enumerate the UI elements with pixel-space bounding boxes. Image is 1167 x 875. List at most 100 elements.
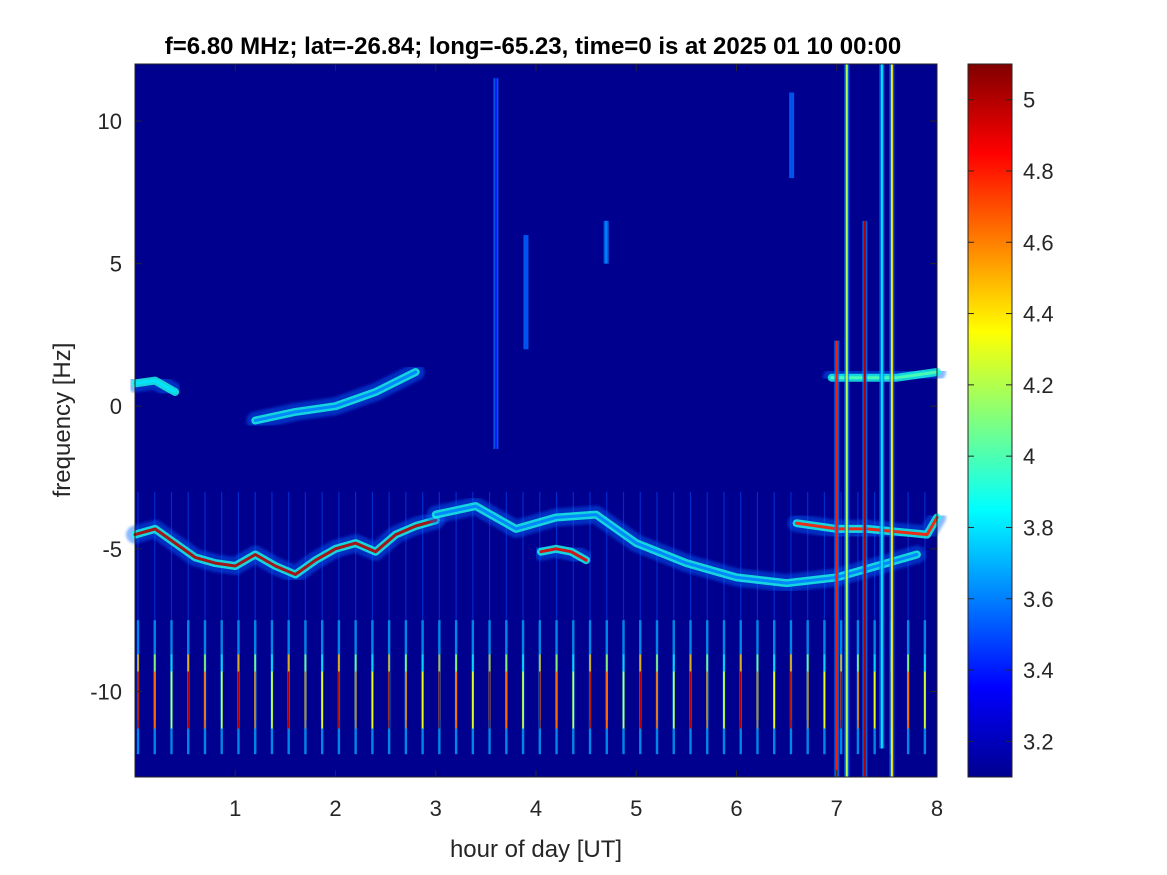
stripe-faint bbox=[874, 491, 876, 621]
stripe-peak bbox=[388, 671, 390, 729]
stripe-peak bbox=[254, 671, 256, 729]
stripe-peak bbox=[304, 671, 307, 729]
stripe-faint bbox=[622, 491, 625, 621]
colorbar-tick-label: 3.4 bbox=[1023, 658, 1054, 683]
stripe-faint bbox=[756, 491, 759, 621]
stripe-faint bbox=[807, 491, 809, 621]
stripe-faint bbox=[405, 491, 407, 621]
stripe-peak bbox=[924, 671, 926, 729]
x-axis-label: hour of day [UT] bbox=[450, 836, 622, 863]
stripe-peak bbox=[187, 671, 190, 729]
vertical-spikes bbox=[493, 64, 895, 778]
x-axis: 1 2 3 4 5 6 7 8 bbox=[229, 64, 943, 821]
stripe-peak bbox=[656, 671, 658, 729]
stripe-peak bbox=[572, 671, 575, 729]
x-tick-label: 7 bbox=[831, 796, 843, 821]
stripe-faint bbox=[422, 491, 424, 621]
y-tick-label: 10 bbox=[98, 109, 122, 134]
stripe-peak bbox=[689, 671, 692, 729]
stripe-faint bbox=[288, 491, 290, 621]
stripe-faint bbox=[472, 491, 474, 621]
colorbar-tick-label: 4 bbox=[1023, 444, 1035, 469]
y-tick-label: 0 bbox=[110, 394, 122, 419]
stripe-peak bbox=[505, 671, 508, 729]
y-tick-label: 5 bbox=[110, 252, 122, 277]
spike-core bbox=[524, 235, 527, 350]
stripe-faint bbox=[438, 491, 440, 621]
stripe-peak bbox=[622, 671, 625, 729]
spike-core bbox=[890, 64, 893, 777]
colorbar-tick-label: 4.4 bbox=[1023, 302, 1054, 327]
stripe-peak bbox=[790, 671, 792, 729]
stripe-faint bbox=[639, 491, 641, 621]
colorbar-tick-label: 4.6 bbox=[1023, 230, 1054, 255]
plot-content bbox=[126, 64, 946, 778]
colorbar-tick-label: 4.8 bbox=[1023, 159, 1054, 184]
stripe-peak bbox=[907, 671, 909, 729]
stripe-peak bbox=[756, 671, 759, 729]
doppler-trace-main-core bbox=[133, 518, 438, 576]
stripe-peak bbox=[237, 671, 240, 729]
stripe-peak bbox=[153, 671, 156, 729]
chart-title: f=6.80 MHz; lat=-26.84; long=-65.23, tim… bbox=[165, 33, 901, 60]
spike-core bbox=[863, 220, 866, 778]
stripe-faint bbox=[388, 491, 390, 621]
stripe-peak bbox=[438, 671, 441, 729]
upper-trace-rising-core bbox=[253, 370, 418, 422]
upper-trace-early bbox=[126, 371, 185, 401]
doppler-trace-burst-4h-core bbox=[539, 547, 588, 562]
stripe-peak bbox=[723, 671, 725, 729]
stripe-peak bbox=[371, 671, 374, 729]
x-tick-label: 3 bbox=[430, 796, 442, 821]
colorbar-tick-label: 5 bbox=[1023, 88, 1035, 113]
colorbar-tick-label: 3.2 bbox=[1023, 729, 1054, 754]
spike-core bbox=[790, 92, 793, 179]
stripe-faint bbox=[522, 491, 524, 621]
stripe-peak bbox=[338, 671, 340, 729]
stripe-peak bbox=[204, 671, 206, 729]
upper-trace-early-core bbox=[133, 379, 177, 394]
stripe-faint bbox=[170, 491, 173, 621]
stripe-faint bbox=[740, 491, 742, 621]
stripe-faint bbox=[455, 491, 457, 621]
colorbar bbox=[967, 63, 1013, 778]
doppler-trace-burst-4h bbox=[532, 539, 596, 570]
stripe-peak bbox=[287, 671, 290, 729]
stripe-peak bbox=[455, 671, 457, 729]
stripe-faint bbox=[304, 491, 307, 621]
stripe-peak bbox=[806, 671, 809, 729]
stripe-faint bbox=[154, 491, 156, 621]
stripe-faint bbox=[606, 491, 608, 621]
spike-core bbox=[605, 220, 608, 264]
stripe-peak bbox=[170, 671, 173, 729]
colorbar-tick-label: 3.6 bbox=[1023, 587, 1054, 612]
x-tick-label: 4 bbox=[530, 796, 542, 821]
x-tick-label: 8 bbox=[931, 796, 943, 821]
stripe-faint bbox=[840, 491, 842, 621]
colorbar-tick-label: 3.8 bbox=[1023, 515, 1054, 540]
stripe-faint bbox=[505, 491, 507, 621]
stripe-peak bbox=[271, 671, 273, 729]
stripe-peak bbox=[605, 671, 608, 729]
y-axis-label: frequency [Hz] bbox=[49, 343, 76, 498]
stripe-faint bbox=[790, 491, 792, 621]
stripe-faint bbox=[723, 491, 725, 621]
stripe-peak bbox=[857, 671, 859, 729]
doppler-trace-main bbox=[126, 511, 445, 584]
stripe-faint bbox=[137, 491, 139, 621]
stripe-peak bbox=[739, 671, 742, 729]
stripe-peak bbox=[706, 671, 709, 729]
colorbar-tick-label: 4.2 bbox=[1023, 373, 1054, 398]
stripe-peak bbox=[321, 671, 323, 729]
stripe-peak bbox=[522, 671, 524, 729]
x-tick-label: 5 bbox=[630, 796, 642, 821]
stripe-faint bbox=[488, 491, 491, 621]
x-tick-label: 6 bbox=[730, 796, 742, 821]
stripe-peak bbox=[773, 671, 775, 729]
stripe-peak bbox=[555, 671, 558, 729]
stripe-peak bbox=[488, 671, 491, 729]
stripe-peak bbox=[823, 671, 826, 729]
y-tick-label: -10 bbox=[90, 679, 122, 704]
upper-trace-rising bbox=[246, 363, 425, 430]
